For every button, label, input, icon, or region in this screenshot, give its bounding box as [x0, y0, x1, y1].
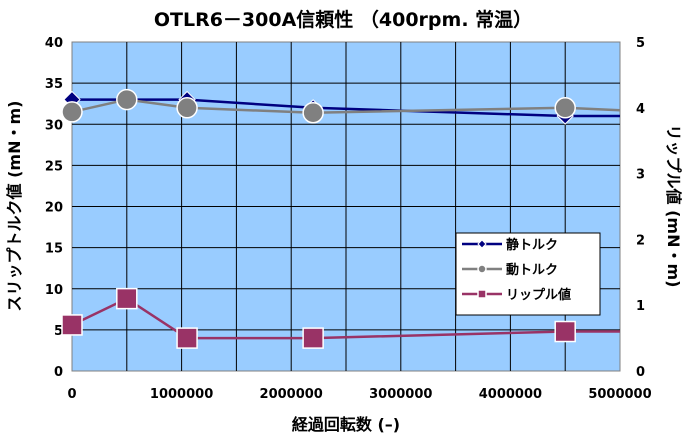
- y-left-tick-label: 35: [45, 77, 63, 92]
- series-3: [61, 287, 620, 349]
- y-axis-left-label: スリップトルク値 (mN・m): [5, 101, 24, 312]
- legend-marker: [477, 239, 487, 249]
- legend-label: 動トルク: [506, 262, 558, 278]
- y-left-tick-label: 10: [45, 283, 63, 298]
- x-tick-label: 5000000: [588, 387, 651, 402]
- data-point: [176, 327, 198, 349]
- x-axis-label: 経過回転数 (–): [292, 415, 400, 434]
- series-2: [61, 88, 621, 124]
- y-left-tick-label: 15: [45, 242, 63, 257]
- y-left-tick-label: 25: [45, 159, 63, 174]
- y-left-tick-label: 5: [54, 324, 63, 339]
- x-tick-label: 3000000: [369, 387, 432, 402]
- data-point: [116, 287, 138, 310]
- y-axis-left-ticks: 0 5 10 15 20 25 30 35 40: [45, 36, 63, 380]
- y-right-tick-label: 4: [636, 102, 645, 117]
- legend-marker: [477, 264, 487, 274]
- x-tick-label: 0: [67, 387, 76, 402]
- y-right-tick-label: 0: [636, 365, 645, 380]
- data-point: [554, 97, 576, 119]
- y-right-tick-label: 5: [636, 36, 645, 51]
- y-left-tick-label: 40: [45, 36, 63, 51]
- y-left-tick-label: 20: [45, 201, 63, 216]
- data-point: [61, 314, 83, 336]
- y-axis-right-label: リップル値 (mN・m): [664, 125, 683, 288]
- data-point: [302, 101, 324, 124]
- data-point: [302, 327, 324, 349]
- chart-title: OTLR6－300A信頼性 （400rpm. 常温）: [154, 8, 532, 31]
- y-left-tick-label: 30: [45, 118, 63, 133]
- data-point: [116, 88, 138, 111]
- x-tick-label: 1000000: [150, 387, 213, 402]
- legend-item-3: リップル値: [462, 287, 571, 303]
- x-axis-ticks: 0 1000000 2000000 3000000 4000000 5000000: [67, 387, 651, 402]
- data-point: [554, 320, 576, 343]
- legend-item-2: 動トルク: [462, 262, 558, 278]
- legend-label: リップル値: [506, 287, 571, 303]
- data-point: [176, 97, 198, 119]
- data-point: [61, 101, 83, 123]
- y-left-tick-label: 0: [54, 365, 63, 380]
- legend-item-1: 静トルク: [462, 237, 558, 253]
- x-tick-label: 2000000: [260, 387, 323, 402]
- x-tick-label: 4000000: [479, 387, 542, 402]
- series-group: [61, 88, 621, 349]
- legend-label: 静トルク: [506, 237, 558, 253]
- y-axis-right-ticks: 0 1 2 3 4 5: [636, 36, 645, 380]
- legend-marker: [477, 289, 487, 299]
- y-right-tick-label: 1: [636, 299, 645, 314]
- y-right-tick-label: 3: [636, 168, 645, 183]
- y-right-tick-label: 2: [636, 233, 645, 248]
